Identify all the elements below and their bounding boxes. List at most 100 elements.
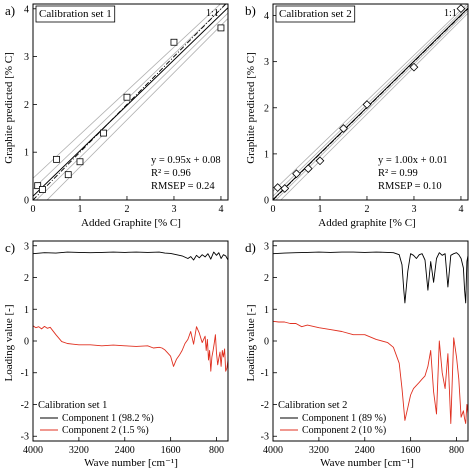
panel-d-legend-label-1: Component 1 (89 %)	[302, 413, 386, 424]
panel-a-xtick-label-4: 4	[218, 204, 223, 215]
panel-a-rmsep: RMSEP = 0.24	[151, 181, 215, 192]
panel-c-annotation: Calibration set 1	[38, 400, 107, 411]
panel-d-ylabel: Loading value [-]	[245, 305, 257, 382]
panel-a-point-2	[53, 155, 60, 163]
panel-a-band-inner-1	[33, 4, 227, 190]
panel-d-xtick-label-2: 2400	[355, 445, 375, 456]
panel-b-annotation: Calibration set 2	[279, 8, 352, 20]
panel-a-fit-line	[33, 7, 228, 197]
panel-c-ytick-label-1: 2	[24, 273, 29, 284]
panel-b-rmsep: RMSEP = 0.10	[378, 181, 442, 192]
panel-a-frame	[32, 3, 229, 201]
panel-b-r2: R² = 0.99	[378, 168, 418, 179]
panel-a-band-outer-1	[33, 4, 222, 179]
panel-a-one-to-one-line	[33, 4, 227, 200]
panel-a-one-to-one-label: 1:1	[206, 8, 219, 19]
panel-a-xtick-label-0: 0	[31, 204, 36, 215]
panel-d-label: d)	[245, 240, 256, 255]
panel-b-point-7	[409, 62, 419, 72]
panel-b-ytick-label-3: 3	[264, 57, 269, 68]
panel-a-ytick-label-4: 4	[24, 4, 29, 15]
panel-b-point-1	[280, 184, 290, 193]
panel-b-ytick-label-4: 4	[264, 11, 269, 22]
panel-a-r2: R² = 0.96	[151, 168, 191, 179]
panel-c-xtick-label-1: 3200	[69, 445, 89, 456]
panel-d-annotation: Calibration set 2	[278, 400, 347, 411]
panel-a-ytick-label-2: 2	[24, 100, 29, 111]
plot-c: 4000 3200 2400 1600 800 3 2 1 0 -1 -2 -3	[21, 240, 229, 456]
panel-b-band-outer-1	[273, 4, 468, 192]
panel-d-ytick-label-6: -3	[261, 432, 269, 443]
panel-a-point-4	[76, 158, 84, 166]
panel-d-ytick-label-0: 3	[264, 241, 269, 252]
plot-b: 0 1 2 3 4 0 1 2 3 4	[264, 3, 469, 215]
panel-c-xtick-label-2: 2400	[115, 445, 135, 456]
panel-d-plot-area	[273, 251, 468, 424]
panel-c-legend-label-1: Component 1 (98.2 %)	[62, 413, 154, 424]
panel-c-label: c)	[5, 240, 15, 255]
panel-c-ytick-label-4: -1	[21, 368, 29, 379]
panel-d-frame	[272, 240, 469, 442]
panel-b-point-5	[339, 124, 348, 133]
panel-d-ytick-label-3: 0	[264, 337, 269, 348]
panel-c-ytick-label-0: 3	[24, 241, 29, 252]
panel-a-label: a)	[5, 3, 15, 18]
panel-a-ytick-label-0: 0	[24, 196, 29, 207]
panel-d-xtick-label-3: 1600	[401, 445, 421, 456]
panel-a-annotation: Calibration set 1	[39, 8, 112, 20]
panel-b-ylabel: Graphite predicted [% C]	[245, 52, 257, 163]
panel-b-point-4	[315, 156, 325, 166]
panel-c-ytick-label-3: 0	[24, 337, 29, 348]
panel-d-xtick-label-1: 3200	[309, 445, 329, 456]
panel-b-one-to-one-label: 1:1	[444, 8, 457, 19]
panel-d-ytick-label-2: 1	[264, 305, 269, 316]
panel-b-ytick-label-2: 2	[264, 103, 269, 114]
panel-a-annotation-box	[35, 5, 116, 23]
panel-d-series-1	[273, 320, 468, 424]
panel-c-ytick-label-2: 1	[24, 305, 29, 316]
panel-a-point-6	[123, 93, 131, 101]
panel-c-ytick-label-6: -3	[21, 432, 29, 443]
panel-b-frame	[272, 3, 469, 201]
panel-b-ytick-label-0: 0	[264, 196, 269, 207]
panel-c-ylabel: Loading value [-]	[3, 305, 15, 382]
panel-d-xlabel: Wave number [cm⁻¹]	[320, 457, 414, 469]
panel-a: a) Graphite predicted [% C] Added Graphi…	[3, 3, 229, 229]
panel-d-ytick-label-1: 2	[264, 273, 269, 284]
panel-a-xtick-label-1: 1	[77, 204, 82, 215]
panel-c-xtick-label-0: 4000	[23, 445, 43, 456]
panel-a-point-1	[38, 186, 46, 193]
panel-b-xtick-label-1: 1	[317, 204, 322, 215]
panel-b-equation: y = 1.00x + 0.01	[378, 155, 448, 166]
panel-c-legend-label-2: Component 2 (1.5 %)	[62, 425, 149, 436]
panel-c-ytick-label-5: -2	[21, 400, 29, 411]
panel-a-ytick-label-3: 3	[24, 52, 29, 63]
panel-c: c) Loading value [-] Wave number [cm⁻¹] …	[3, 240, 229, 469]
panel-b-point-2	[292, 169, 301, 179]
panel-a-point-3	[64, 171, 72, 179]
panel-c-series-0	[33, 251, 228, 261]
panel-b-ytick-label-1: 1	[264, 149, 269, 160]
panel-a-xlabel: Added Graphite [% C]	[81, 217, 181, 229]
plot-d: 4000 3200 2400 1600 800 3 2 1 0 -1 -2 -3	[261, 240, 469, 456]
panel-a-point-8	[217, 24, 225, 32]
panel-a-ylabel: Graphite predicted [% C]	[3, 52, 15, 163]
panel-b-band-outer-0	[280, 12, 468, 200]
panel-c-series-1	[33, 325, 228, 372]
panel-b-band-inner-0	[275, 10, 468, 200]
panel-d-ytick-label-5: -2	[261, 400, 269, 411]
panel-d-xtick-label-0: 4000	[263, 445, 283, 456]
panel-a-xtick-label-2: 2	[124, 204, 129, 215]
panel-b-point-0	[273, 183, 283, 192]
panel-d: d) Loading value [-] Wave number [cm⁻¹] …	[245, 240, 469, 469]
panel-b-label: b)	[245, 3, 256, 18]
panel-c-xlabel: Wave number [cm⁻¹]	[84, 457, 178, 469]
panel-d-series-0	[273, 251, 468, 304]
panel-b: b) Graphite predicted [% C] Added graphi…	[245, 3, 469, 229]
panel-a-ytick-label-1: 1	[24, 148, 29, 159]
panel-b-point-3	[303, 164, 313, 174]
panel-a-point-0	[34, 182, 42, 190]
panel-a-equation: y = 0.95x + 0.08	[151, 155, 221, 166]
